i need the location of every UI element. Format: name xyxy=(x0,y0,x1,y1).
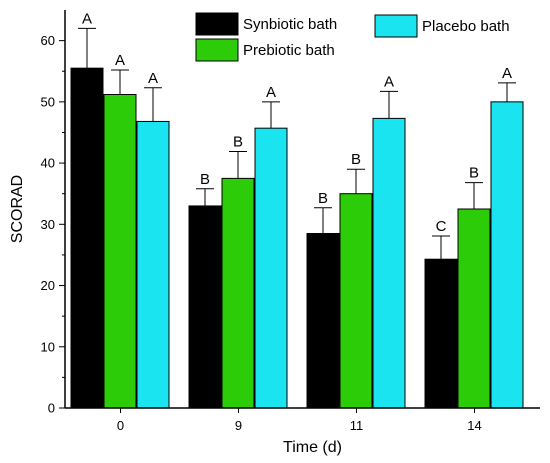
x-tick-label-11: 11 xyxy=(350,418,364,433)
significance-label-placebo-bath-day-14: A xyxy=(502,65,512,82)
x-axis-title: Time (d) xyxy=(283,439,342,456)
legend-label-prebiotic-bath: Prebiotic bath xyxy=(243,42,335,59)
y-tick-label-60: 60 xyxy=(41,33,55,48)
axes-layer xyxy=(64,10,540,409)
bar-synbiotic-bath-day-0 xyxy=(70,67,104,409)
significance-label-prebiotic-bath-day-0: A xyxy=(115,52,125,69)
bar-synbiotic-bath-day-9 xyxy=(188,205,222,409)
bar-placebo-bath-day-14 xyxy=(490,101,524,409)
bar-prebiotic-bath-day-11 xyxy=(339,193,373,409)
y-ticks-layer: 0 10 20 30 40 50 60 xyxy=(41,33,65,416)
legend-label-synbiotic-bath: Synbiotic bath xyxy=(243,16,337,33)
y-tick-label-40: 40 xyxy=(41,156,55,171)
significance-label-prebiotic-bath-day-14: B xyxy=(469,165,479,182)
bar-prebiotic-bath-day-14 xyxy=(457,208,491,409)
legend-label-placebo-bath: Placebo bath xyxy=(422,18,510,35)
significance-label-placebo-bath-day-9: A xyxy=(266,84,276,101)
x-tick-label-0: 0 xyxy=(117,418,124,433)
significance-label-synbiotic-bath-day-11: B xyxy=(318,190,328,207)
bar-synbiotic-bath-day-14 xyxy=(424,258,458,409)
legend: Synbiotic bath Prebiotic bath Placebo bath xyxy=(195,12,510,62)
y-tick-label-0: 0 xyxy=(48,401,55,416)
error-bars-layer xyxy=(78,27,516,260)
x-tick-label-9: 9 xyxy=(235,418,242,433)
legend-swatch-placebo-bath xyxy=(374,14,418,38)
y-axis-title: SCORAD xyxy=(9,175,26,243)
significance-label-synbiotic-bath-day-14: C xyxy=(436,218,447,235)
bar-prebiotic-bath-day-0 xyxy=(103,93,137,409)
significance-label-prebiotic-bath-day-11: B xyxy=(351,151,361,168)
legend-swatch-prebiotic-bath xyxy=(195,38,239,62)
significance-label-placebo-bath-day-0: A xyxy=(148,70,158,87)
y-tick-label-30: 30 xyxy=(41,217,55,232)
legend-swatch-synbiotic-bath xyxy=(195,12,239,36)
x-tick-label-14: 14 xyxy=(467,418,481,433)
y-tick-label-20: 20 xyxy=(41,278,55,293)
significance-labels-layer: A A A B B A B B A C B A xyxy=(82,10,512,235)
bar-placebo-bath-day-11 xyxy=(372,117,406,409)
significance-label-prebiotic-bath-day-9: B xyxy=(233,133,243,150)
bar-synbiotic-bath-day-11 xyxy=(306,232,340,409)
bar-prebiotic-bath-day-9 xyxy=(221,177,255,409)
bar-placebo-bath-day-9 xyxy=(254,127,288,409)
bars-layer xyxy=(70,67,524,409)
bar-placebo-bath-day-0 xyxy=(136,120,170,409)
y-tick-label-10: 10 xyxy=(41,339,55,354)
significance-label-synbiotic-bath-day-9: B xyxy=(200,171,210,188)
significance-label-placebo-bath-day-11: A xyxy=(384,73,394,90)
significance-label-synbiotic-bath-day-0: A xyxy=(82,10,92,27)
y-tick-label-50: 50 xyxy=(41,94,55,109)
x-ticks-layer: 0 9 11 14 xyxy=(117,408,482,433)
